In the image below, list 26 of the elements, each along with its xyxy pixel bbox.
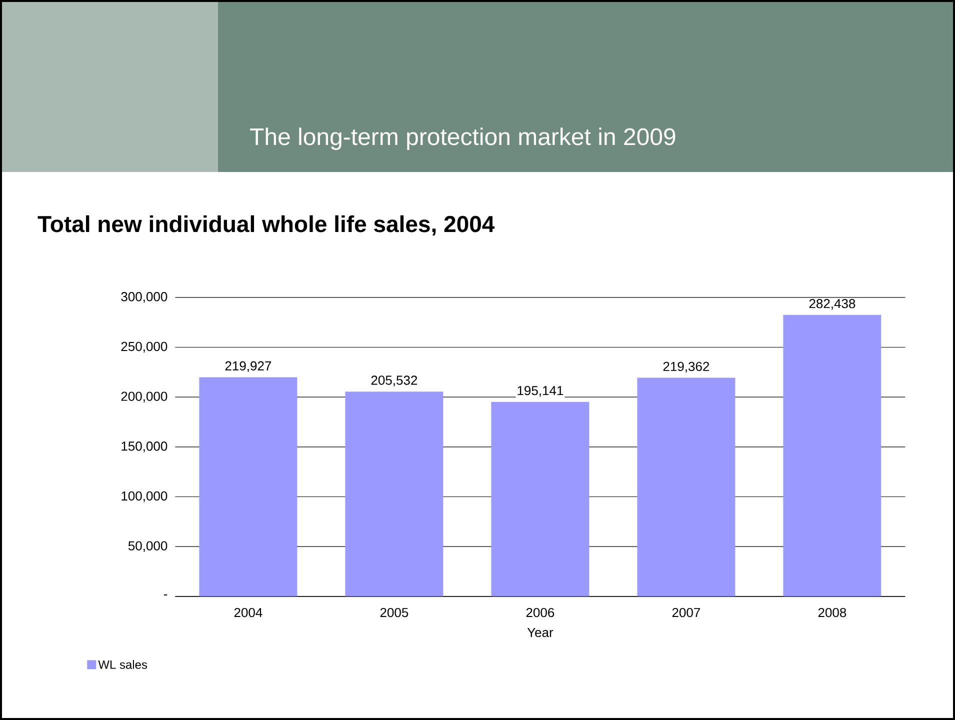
bar bbox=[345, 392, 444, 596]
x-tick-label: 2007 bbox=[672, 608, 700, 618]
data-label: 219,362 bbox=[663, 362, 710, 373]
bar bbox=[637, 378, 736, 596]
legend-label: WL sales bbox=[98, 660, 148, 669]
y-tick-label: 50,000 bbox=[128, 541, 168, 552]
x-tick-label: 2006 bbox=[526, 608, 554, 618]
y-tick-label: 200,000 bbox=[121, 392, 168, 402]
x-axis-title: Year bbox=[527, 628, 554, 638]
bar bbox=[491, 402, 590, 596]
x-tick-label: 2005 bbox=[380, 608, 408, 618]
x-tick-label: 2004 bbox=[234, 608, 262, 618]
y-tick-label: 250,000 bbox=[121, 342, 168, 353]
data-label: 219,927 bbox=[225, 361, 272, 372]
chart-subtitle: Total new individual whole life sales, 2004 bbox=[38, 215, 495, 236]
x-tick-label: 2008 bbox=[818, 608, 846, 618]
data-label: 282,438 bbox=[809, 298, 856, 310]
y-tick-label: 150,000 bbox=[122, 442, 168, 452]
bar bbox=[199, 377, 298, 596]
bar bbox=[783, 314, 882, 596]
y-tick-label: 100,000 bbox=[122, 491, 168, 502]
data-label: 205,532 bbox=[371, 376, 418, 386]
y-tick-label: - bbox=[164, 594, 168, 596]
y-tick-label: 300,000 bbox=[121, 292, 168, 303]
chart-title: The long-term protection market in 2009 bbox=[250, 128, 676, 150]
data-label: 195,141 bbox=[518, 386, 564, 397]
